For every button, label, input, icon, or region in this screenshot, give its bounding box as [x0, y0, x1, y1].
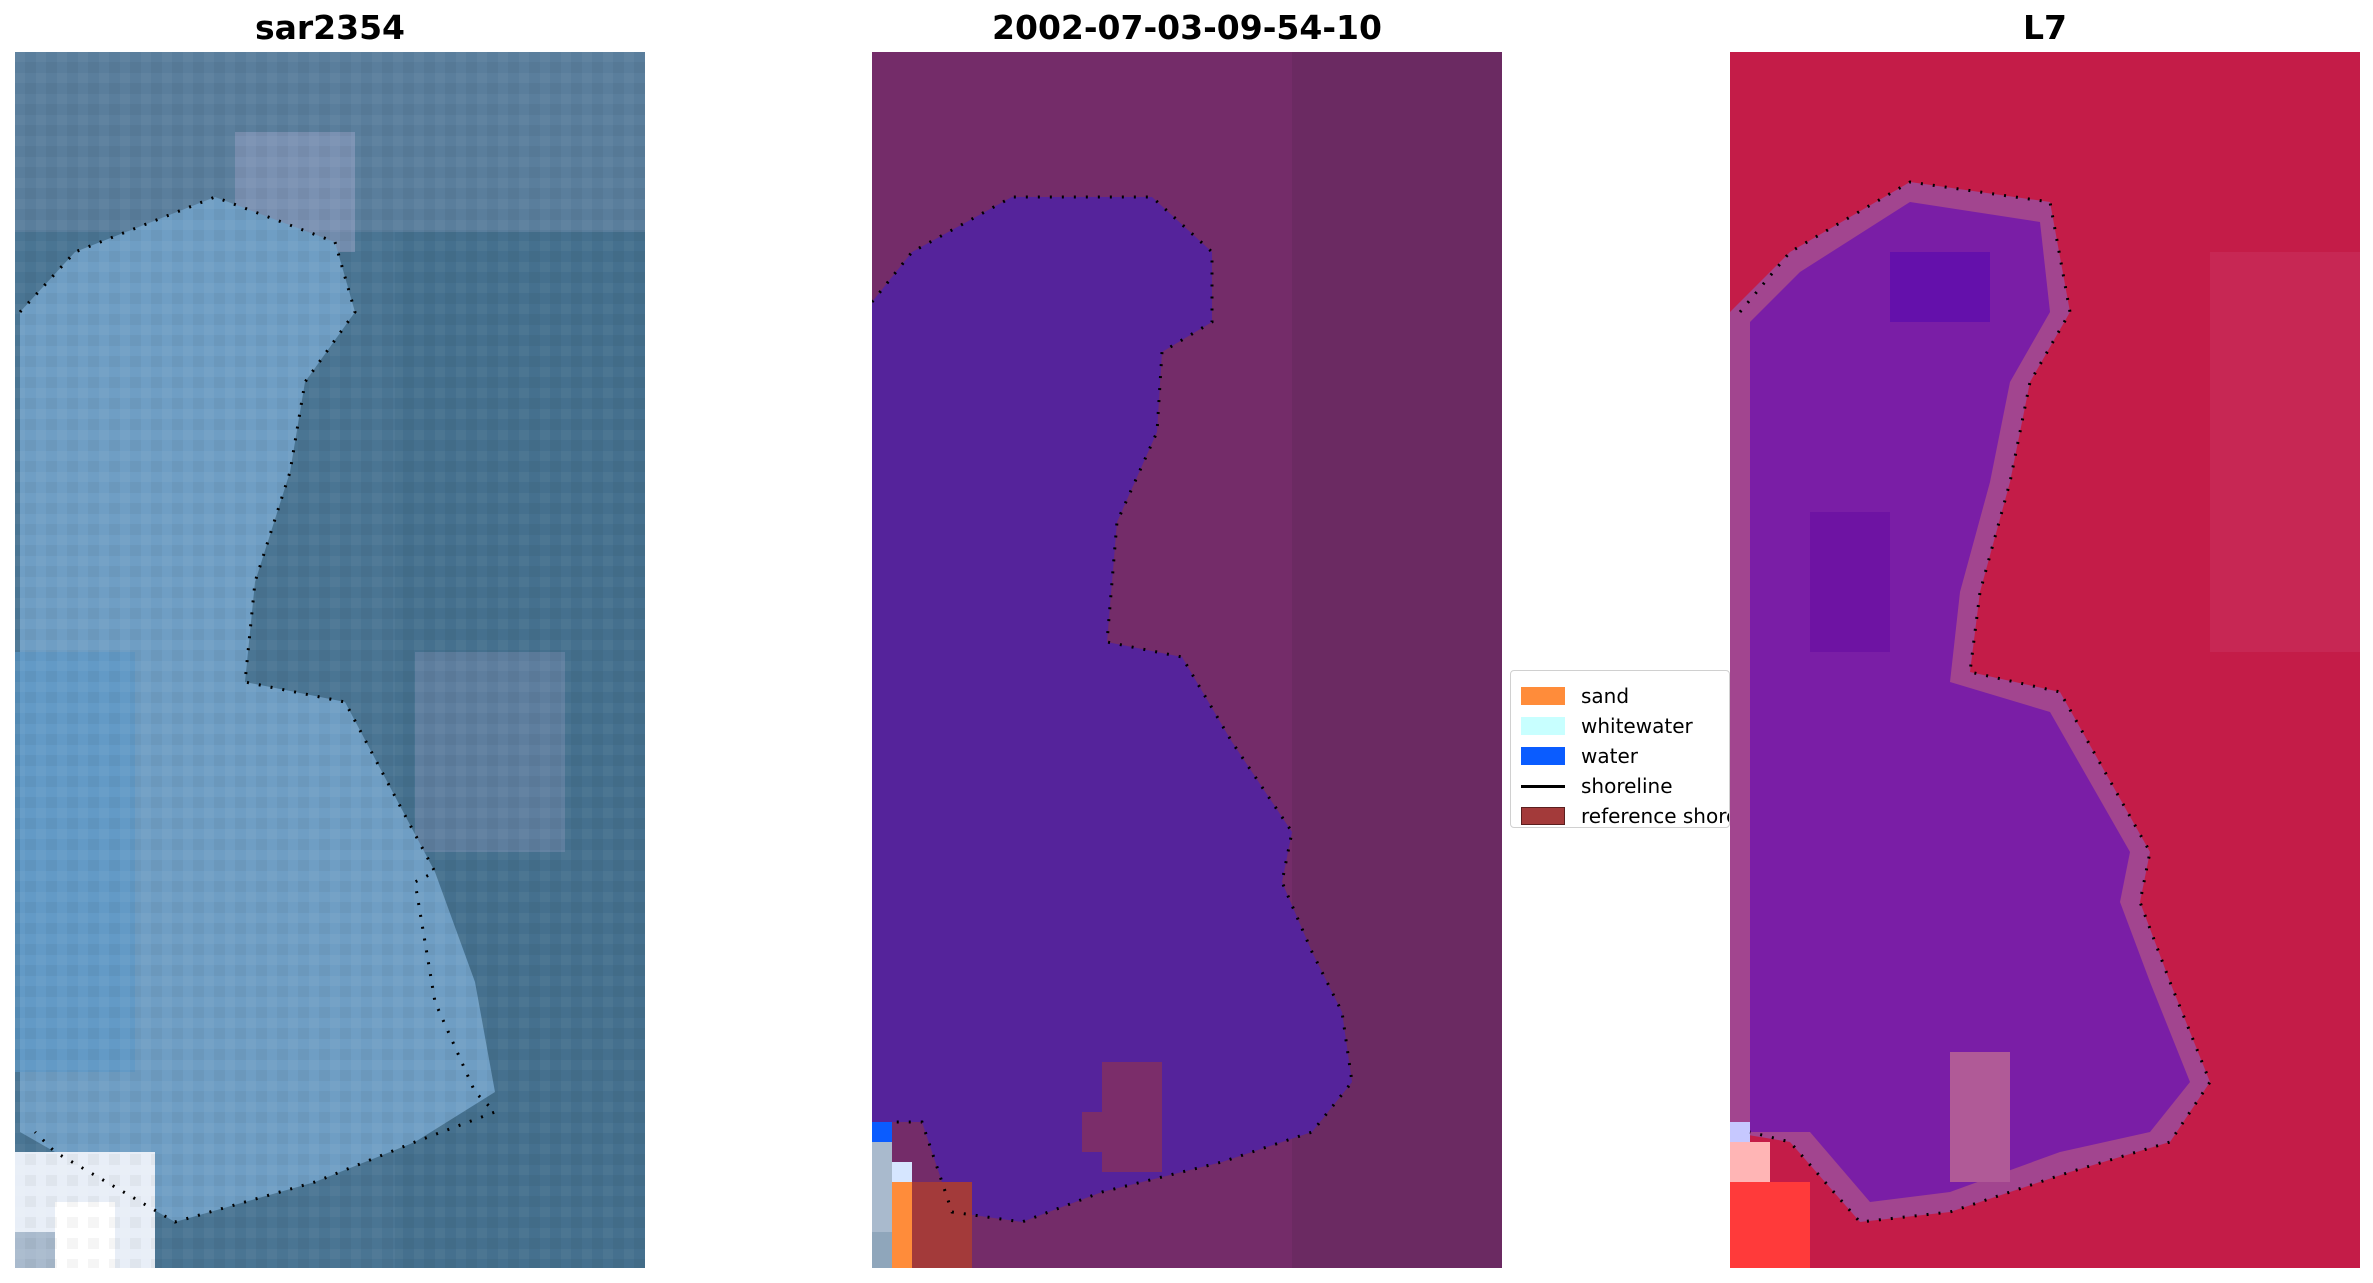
- legend-item-whitewater: whitewater: [1521, 711, 1693, 741]
- rgb-image-panel: [15, 52, 645, 1268]
- legend-item-water: water: [1521, 741, 1638, 771]
- class-reference-patch: [912, 1182, 972, 1268]
- legend-item-shoreline: shoreline: [1521, 771, 1673, 801]
- classified-image-panel: [872, 52, 1502, 1268]
- legend-label-whitewater: whitewater: [1581, 714, 1693, 738]
- panel-title-1: sar2354: [254, 8, 406, 47]
- class-water-pixel: [872, 1122, 892, 1142]
- sand-swatch: [1521, 687, 1565, 705]
- legend-item-sand: sand: [1521, 681, 1629, 711]
- legend-label-sand: sand: [1581, 684, 1630, 708]
- index-water-region: [1750, 202, 2190, 1202]
- legend-label-water: water: [1581, 744, 1638, 768]
- reference-shoreline-swatch: [1521, 807, 1565, 825]
- shoreline-2: [872, 195, 1354, 1224]
- shoreline-1: [18, 195, 498, 1224]
- panel-title-2: 2002-07-03-09-54-10: [992, 8, 1382, 47]
- water-swatch: [1521, 747, 1565, 765]
- panel-title-3: L7: [2023, 8, 2067, 47]
- shoreline-swatch: [1521, 784, 1565, 788]
- class-water-region: [872, 197, 1352, 1222]
- index-image-panel: [1730, 52, 2360, 1268]
- legend-label-shoreline: shoreline: [1581, 774, 1673, 798]
- whitewater-swatch: [1521, 717, 1565, 735]
- legend-label-reference-shoreline: reference shoreline: [1581, 804, 1729, 828]
- legend: sand whitewater water shoreline referenc…: [1510, 670, 1730, 828]
- legend-item-reference-shoreline: reference shoreline: [1521, 801, 1729, 828]
